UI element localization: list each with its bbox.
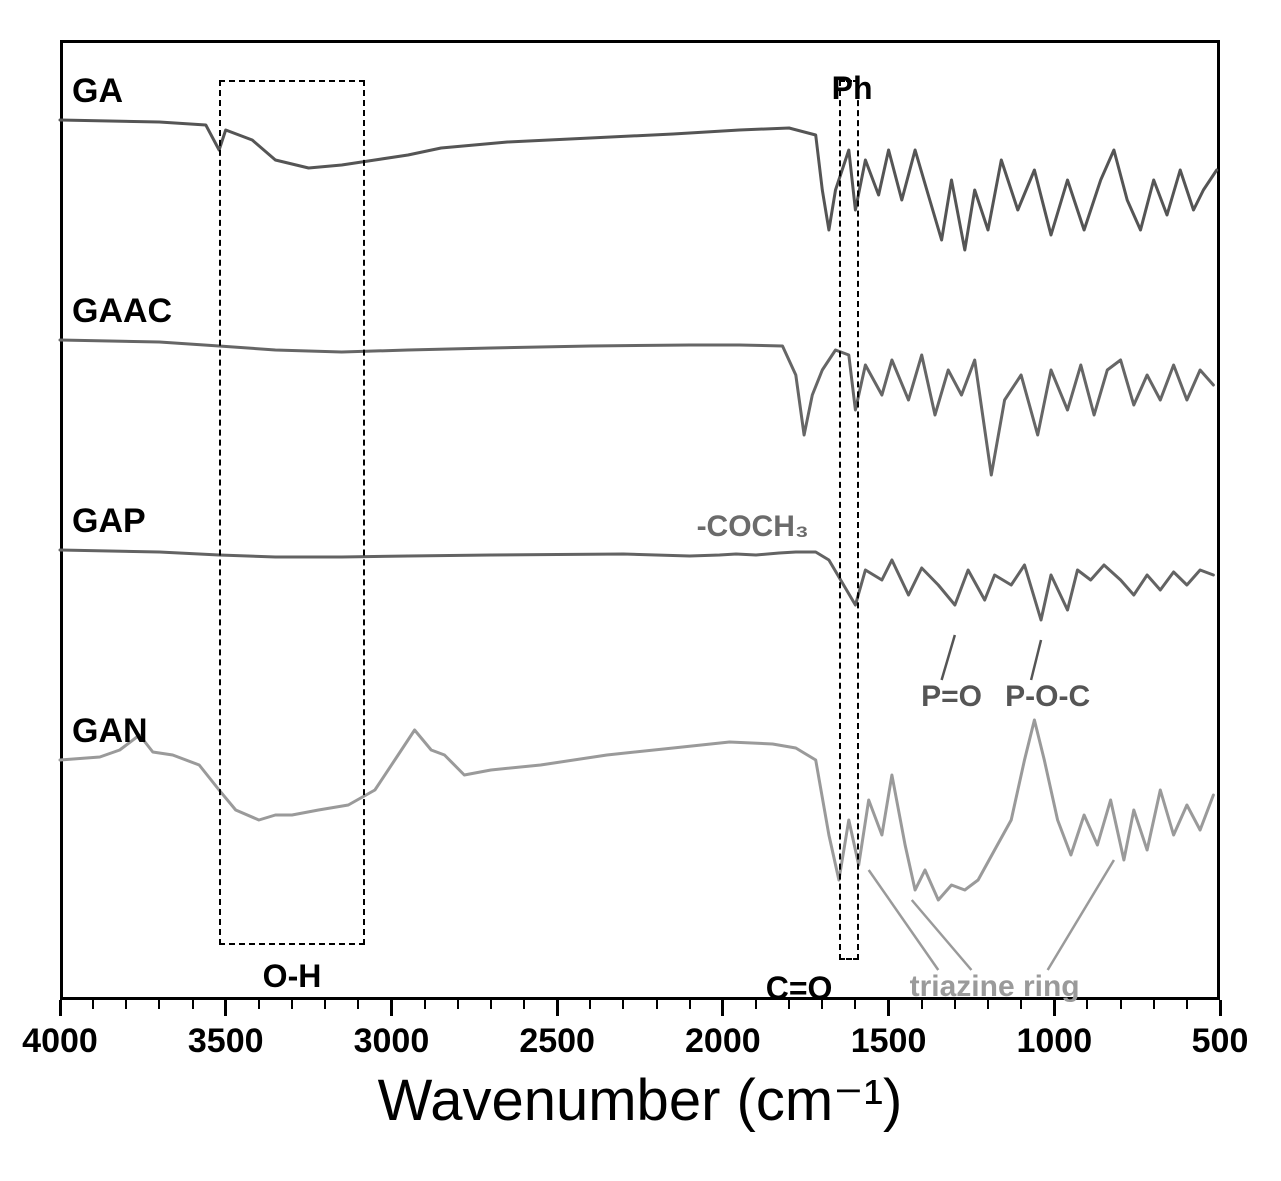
x-tick-label: 2500 [519, 1022, 595, 1061]
annotation-label: triazine ring [910, 970, 1080, 1004]
x-tick-label: 1500 [851, 1022, 927, 1061]
annotation-label: C=O [766, 970, 833, 1007]
annotation-label: Ph [832, 70, 873, 107]
annotation-label: P=O [921, 680, 982, 714]
series-label: GA [72, 72, 123, 111]
x-tick-label: 4000 [22, 1022, 98, 1061]
dashed-region [219, 80, 365, 945]
indicator-line [942, 635, 955, 680]
annotation-label: O-H [263, 958, 322, 995]
dashed-region [839, 80, 859, 960]
x-tick-label: 1000 [1016, 1022, 1092, 1061]
series-label: GAAC [72, 292, 172, 331]
annotation-label: -COCH₃ [697, 510, 809, 544]
series-label: GAN [72, 712, 148, 751]
x-tick-label: 2000 [685, 1022, 761, 1061]
x-tick-label: 3000 [354, 1022, 430, 1061]
indicator-line [1048, 860, 1114, 970]
series-label: GAP [72, 502, 146, 541]
x-tick-label: 500 [1192, 1022, 1249, 1061]
x-tick-label: 3500 [188, 1022, 264, 1061]
x-axis-title: Wavenumber (cm⁻¹) [378, 1066, 903, 1134]
indicator-line [912, 900, 972, 970]
annotation-label: P-O-C [1005, 680, 1090, 714]
ftir-chart: Wavenumber (cm⁻¹) 4000 3500 3000 2500 2000 15… [20, 20, 1261, 1161]
indicator-line [1031, 640, 1041, 680]
